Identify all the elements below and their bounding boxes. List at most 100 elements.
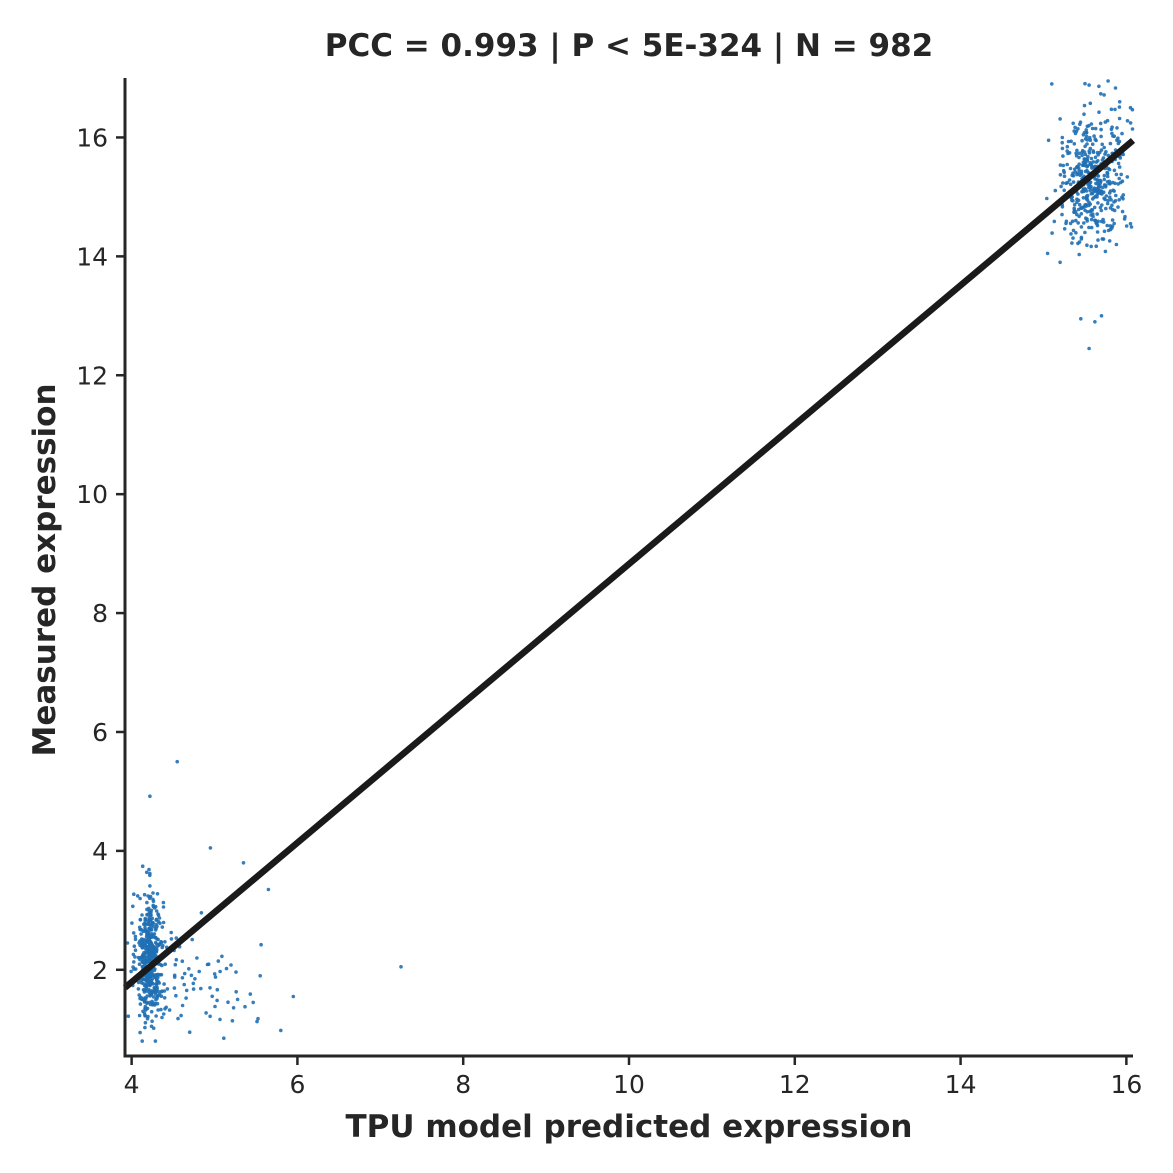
data-point-526 [180,976,185,980]
data-point-877 [1082,157,1087,161]
data-point-401 [152,968,157,973]
data-point-481 [231,1006,236,1010]
data-point-351 [147,954,152,958]
data-point-981 [1087,346,1091,351]
data-point-450 [142,958,146,962]
data-point-927 [1129,225,1134,229]
data-point-957 [1097,110,1101,114]
data-point-946 [1068,166,1073,171]
data-point-142 [153,1039,158,1043]
data-point-486 [256,1016,260,1021]
data-point-631 [1074,231,1078,235]
data-point-479 [243,1004,247,1009]
data-point-890 [1120,131,1124,136]
data-point-943 [1107,181,1111,186]
data-point-500 [179,1013,183,1018]
data-point-858 [1107,239,1112,243]
data-point-645 [1071,236,1075,240]
data-point-708 [1069,139,1073,144]
data-point-379 [142,1011,147,1016]
data-point-562 [1072,202,1077,207]
data-point-489 [224,966,229,971]
data-point-986 [1106,79,1110,83]
data-point-304 [144,917,148,922]
data-point-573 [1078,120,1083,124]
data-point-510 [187,967,191,971]
data-point-794 [1077,214,1081,219]
data-point-431 [146,932,151,936]
data-point-850 [1076,241,1080,246]
data-point-235 [133,955,137,959]
data-point-398 [137,962,142,966]
data-point-646 [1101,220,1106,224]
data-point-472 [206,962,211,966]
data-point-565 [1116,205,1120,209]
data-point-835 [1116,136,1120,140]
data-point-301 [131,965,135,969]
y-tick-label-16: 16 [76,123,108,152]
data-point-470 [220,954,224,959]
data-point-453 [130,921,134,925]
x-tick-label-12: 12 [779,1070,811,1099]
data-point-987 [1117,100,1122,104]
data-point-567 [1058,163,1063,167]
data-point-725 [1079,225,1084,229]
data-point-56 [160,925,165,929]
data-point-956 [1084,189,1089,193]
data-point-519 [182,982,186,987]
data-point-860 [1103,249,1108,254]
data-point-844 [1060,140,1064,145]
data-point-683 [1070,241,1074,245]
data-point-218 [147,867,151,872]
data-point-418 [147,929,151,933]
data-point-160 [140,1039,144,1043]
y-tick-label-6: 6 [92,718,108,747]
data-point-344 [145,994,149,998]
data-point-932 [1125,119,1130,123]
data-point-591 [1124,224,1129,228]
data-point-863 [1092,205,1097,210]
data-point-971 [1113,199,1118,203]
data-point-799 [1106,166,1110,171]
data-point-840 [1071,174,1076,178]
data-point-759 [1071,198,1075,203]
data-point-382 [156,1008,160,1012]
data-point-869 [1117,116,1122,121]
data-point-390 [154,982,158,986]
data-point-99 [151,891,155,895]
data-point-980 [1079,317,1083,321]
data-point-397 [139,995,143,1000]
data-point-140 [169,930,173,935]
data-point-661 [1108,141,1113,146]
data-point-896 [1096,238,1100,242]
data-point-360 [152,949,157,954]
data-point-478 [180,959,185,963]
data-point-653 [1050,231,1054,235]
data-point-496 [176,1016,180,1021]
data-point-278 [143,1020,148,1025]
data-point-36 [132,892,136,896]
data-point-513 [218,969,222,974]
data-point-523 [222,1036,226,1040]
data-point-273 [162,989,167,993]
data-point-852 [1077,155,1081,160]
data-point-964 [1106,198,1110,203]
data-point-975 [241,861,246,865]
data-point-806 [1052,219,1057,224]
data-point-540 [1060,212,1064,217]
data-point-681 [1074,151,1078,156]
data-point-497 [234,990,238,994]
data-point-579 [1117,198,1121,202]
data-point-508 [163,940,167,944]
data-point-650 [1083,208,1087,213]
data-point-558 [1065,144,1070,149]
data-point-928 [1095,192,1099,197]
data-point-841 [1095,212,1099,216]
data-point-280 [146,906,151,911]
data-point-423 [148,884,152,888]
data-point-175 [158,921,162,925]
data-point-727 [1089,191,1094,196]
data-point-762 [1062,227,1067,231]
data-point-664 [1083,169,1088,174]
data-point-460 [248,992,253,996]
